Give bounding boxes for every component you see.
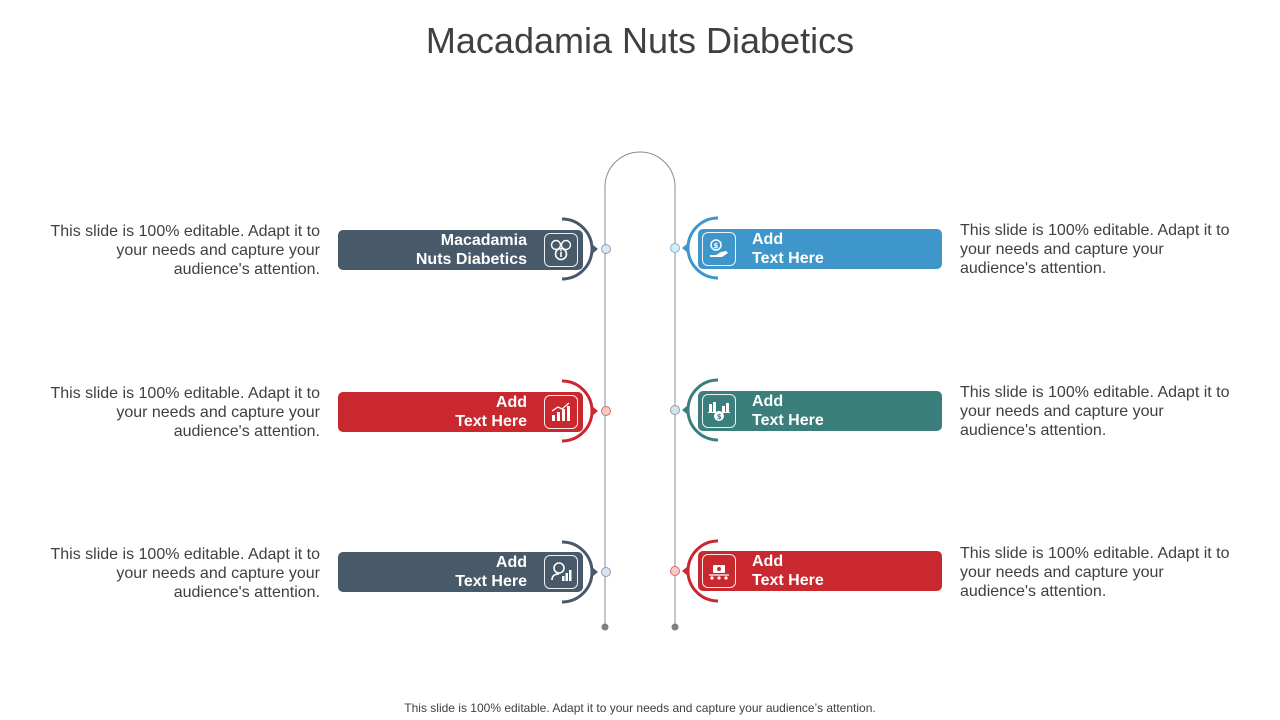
item-description: This slide is 100% editable. Adapt it to… bbox=[960, 222, 1230, 277]
connector-dot bbox=[601, 567, 611, 577]
item-label-line1: Add bbox=[752, 553, 784, 570]
money-info-icon bbox=[544, 233, 578, 267]
growth-chart-icon bbox=[544, 395, 578, 429]
arc-bracket bbox=[561, 217, 594, 281]
item-label-line1: Add bbox=[495, 394, 527, 411]
item-description: This slide is 100% editable. Adapt it to… bbox=[50, 385, 321, 440]
footer-note: This slide is 100% editable. Adapt it to… bbox=[404, 701, 876, 715]
item-label-line2: Text Here bbox=[752, 412, 824, 429]
arc-bracket bbox=[686, 539, 719, 603]
item-label-line2: Nuts Diabetics bbox=[415, 251, 527, 268]
arc-bracket bbox=[686, 216, 719, 280]
user-analytics-icon bbox=[544, 555, 578, 589]
item-description: This slide is 100% editable. Adapt it to… bbox=[960, 545, 1230, 600]
item-label-line1: Add bbox=[752, 393, 784, 410]
money-chart-icon: $ bbox=[702, 394, 736, 428]
item-label-line1: Add bbox=[495, 554, 527, 571]
item-label-line1: Macadamia bbox=[440, 232, 527, 249]
connector-dot bbox=[670, 566, 680, 576]
cash-register-icon bbox=[702, 554, 736, 588]
item-description: This slide is 100% editable. Adapt it to… bbox=[960, 384, 1230, 439]
arc-bracket bbox=[561, 540, 594, 604]
item-label-box: $ Add Text Here bbox=[698, 391, 942, 431]
connector-end-dot bbox=[671, 623, 679, 631]
item-label-box: Add Text Here bbox=[338, 552, 583, 592]
connector-end-dot bbox=[601, 623, 609, 631]
connector-dot bbox=[670, 243, 680, 253]
item-label-line1: Add bbox=[752, 231, 784, 248]
arc-bracket bbox=[686, 378, 719, 442]
item-label-box: Add Text Here bbox=[698, 551, 942, 591]
slide-title: Macadamia Nuts Diabetics bbox=[425, 20, 855, 61]
svg-text:$: $ bbox=[714, 242, 719, 250]
item-label-line2: Text Here bbox=[752, 250, 824, 267]
hand-money-icon: $ bbox=[702, 232, 736, 266]
item-description: This slide is 100% editable. Adapt it to… bbox=[50, 546, 321, 601]
connector-dot bbox=[601, 406, 611, 416]
svg-text:$: $ bbox=[717, 413, 722, 421]
item-label-line2: Text Here bbox=[455, 413, 527, 430]
item-label-box: $ Add Text Here bbox=[698, 229, 942, 269]
item-label-line2: Text Here bbox=[455, 573, 527, 590]
item-label-line2: Text Here bbox=[752, 572, 824, 589]
arc-bracket bbox=[561, 379, 594, 443]
item-label-box: Macadamia Nuts Diabetics bbox=[338, 230, 583, 270]
connector-dot bbox=[601, 244, 611, 254]
item-description: This slide is 100% editable. Adapt it to… bbox=[50, 223, 321, 278]
item-label-box: Add Text Here bbox=[338, 392, 583, 432]
connector-dot bbox=[670, 405, 680, 415]
